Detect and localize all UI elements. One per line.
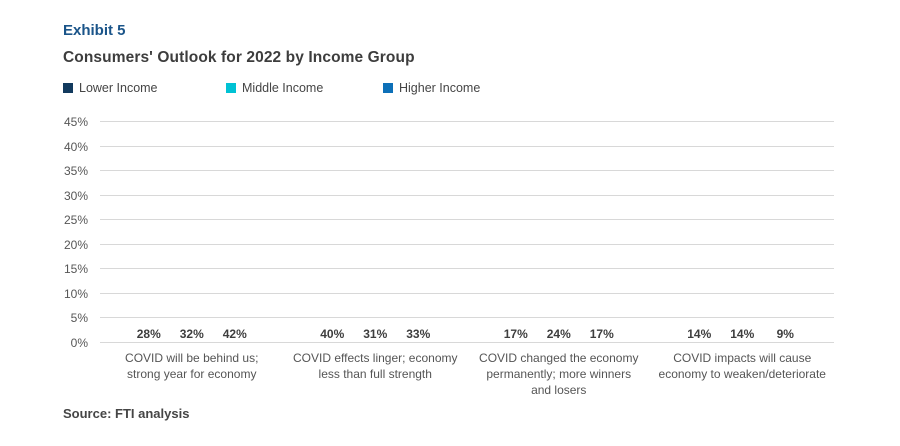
bar-value-label: 31%: [363, 327, 388, 341]
legend-swatch-lower-income: [63, 83, 73, 93]
source-note: Source: FTI analysis: [63, 406, 190, 421]
bar-wrap: 40%: [317, 328, 348, 343]
legend-swatch-middle-income: [226, 83, 236, 93]
gridline: [100, 317, 834, 319]
bar-value-label: 32%: [179, 327, 204, 341]
bar-wrap: 28%: [133, 328, 164, 343]
bar-wrap: 14%: [727, 328, 758, 343]
chart-legend: Lower Income Middle Income Higher Income: [63, 81, 583, 95]
bar-wrap: 24%: [543, 328, 574, 343]
bar-wrap: 14%: [684, 328, 715, 343]
bar-value-label: 33%: [406, 327, 431, 341]
gridline: [100, 170, 834, 172]
category-label: COVID will be behind us; strong year for…: [100, 350, 284, 399]
y-tick-label: 20%: [63, 237, 88, 252]
gridline: [100, 194, 834, 196]
legend-item-lower-income: Lower Income: [63, 81, 158, 95]
bar-group-4: 14% 14% 9%: [651, 122, 835, 343]
y-axis: 0% 5% 10% 15% 20% 25% 30% 35% 40% 45%: [40, 116, 88, 349]
y-tick-label: 15%: [63, 262, 88, 277]
bar-value-label: 14%: [687, 327, 712, 341]
y-tick-label: 0%: [70, 336, 88, 350]
exhibit-label: Exhibit 5: [63, 22, 126, 39]
bar-wrap: 42%: [219, 328, 250, 343]
bar-value-label: 40%: [320, 327, 345, 341]
bar-value-label: 42%: [222, 327, 247, 341]
category-label: COVID changed the economy permanently; m…: [467, 350, 651, 399]
gridline: [100, 219, 834, 221]
plot-area: 28% 32% 42% 40% 31% 33% 17% 24% 17% 14% 14% 9%: [100, 121, 834, 343]
legend-label: Higher Income: [399, 81, 481, 95]
category-label-text: COVID effects linger; economy less than …: [292, 351, 458, 382]
x-axis-labels: COVID will be behind us; strong year for…: [100, 350, 834, 399]
legend-item-middle-income: Middle Income: [226, 81, 323, 95]
y-tick-label: 25%: [63, 213, 88, 228]
gridline: [100, 145, 834, 147]
bar-group-3: 17% 24% 17%: [467, 122, 651, 343]
category-label: COVID impacts will cause economy to weak…: [651, 350, 835, 399]
category-label-text: COVID changed the economy permanently; m…: [479, 351, 639, 398]
bar-value-label: 24%: [546, 327, 571, 341]
bar-wrap: 33%: [403, 328, 434, 343]
category-label: COVID effects linger; economy less than …: [284, 350, 468, 399]
legend-item-higher-income: Higher Income: [383, 81, 480, 95]
bar-wrap: 9%: [770, 328, 801, 343]
bar-group-2: 40% 31% 33%: [284, 122, 468, 343]
gridline: [100, 342, 834, 343]
y-tick-label: 35%: [63, 164, 88, 179]
gridline: [100, 292, 834, 294]
bar-value-label: 28%: [136, 327, 161, 341]
y-tick-label: 5%: [70, 311, 88, 326]
bar-wrap: 17%: [500, 328, 531, 343]
gridline: [100, 121, 834, 122]
bar-value-label: 14%: [730, 327, 755, 341]
bar-value-label: 17%: [503, 327, 528, 341]
bar-groups: 28% 32% 42% 40% 31% 33% 17% 24% 17% 14% 14% 9%: [100, 122, 834, 343]
legend-label: Middle Income: [242, 81, 324, 95]
category-label-text: COVID impacts will cause economy to weak…: [658, 351, 826, 382]
bar-wrap: 32%: [176, 328, 207, 343]
y-tick-label: 10%: [63, 286, 88, 301]
chart-title: Consumers' Outlook for 2022 by Income Gr…: [63, 49, 415, 66]
legend-label: Lower Income: [79, 81, 158, 95]
legend-swatch-higher-income: [383, 83, 393, 93]
category-label-text: COVID will be behind us; strong year for…: [125, 351, 259, 382]
bar-group-1: 28% 32% 42%: [100, 122, 284, 343]
y-tick-label: 45%: [63, 115, 88, 129]
y-tick-label: 40%: [63, 139, 88, 154]
y-tick-label: 30%: [63, 188, 88, 203]
gridline: [100, 268, 834, 270]
bar-value-label: 9%: [776, 327, 794, 341]
gridline: [100, 243, 834, 245]
bar-value-label: 17%: [589, 327, 614, 341]
bar-wrap: 31%: [360, 328, 391, 343]
bar-wrap: 17%: [586, 328, 617, 343]
